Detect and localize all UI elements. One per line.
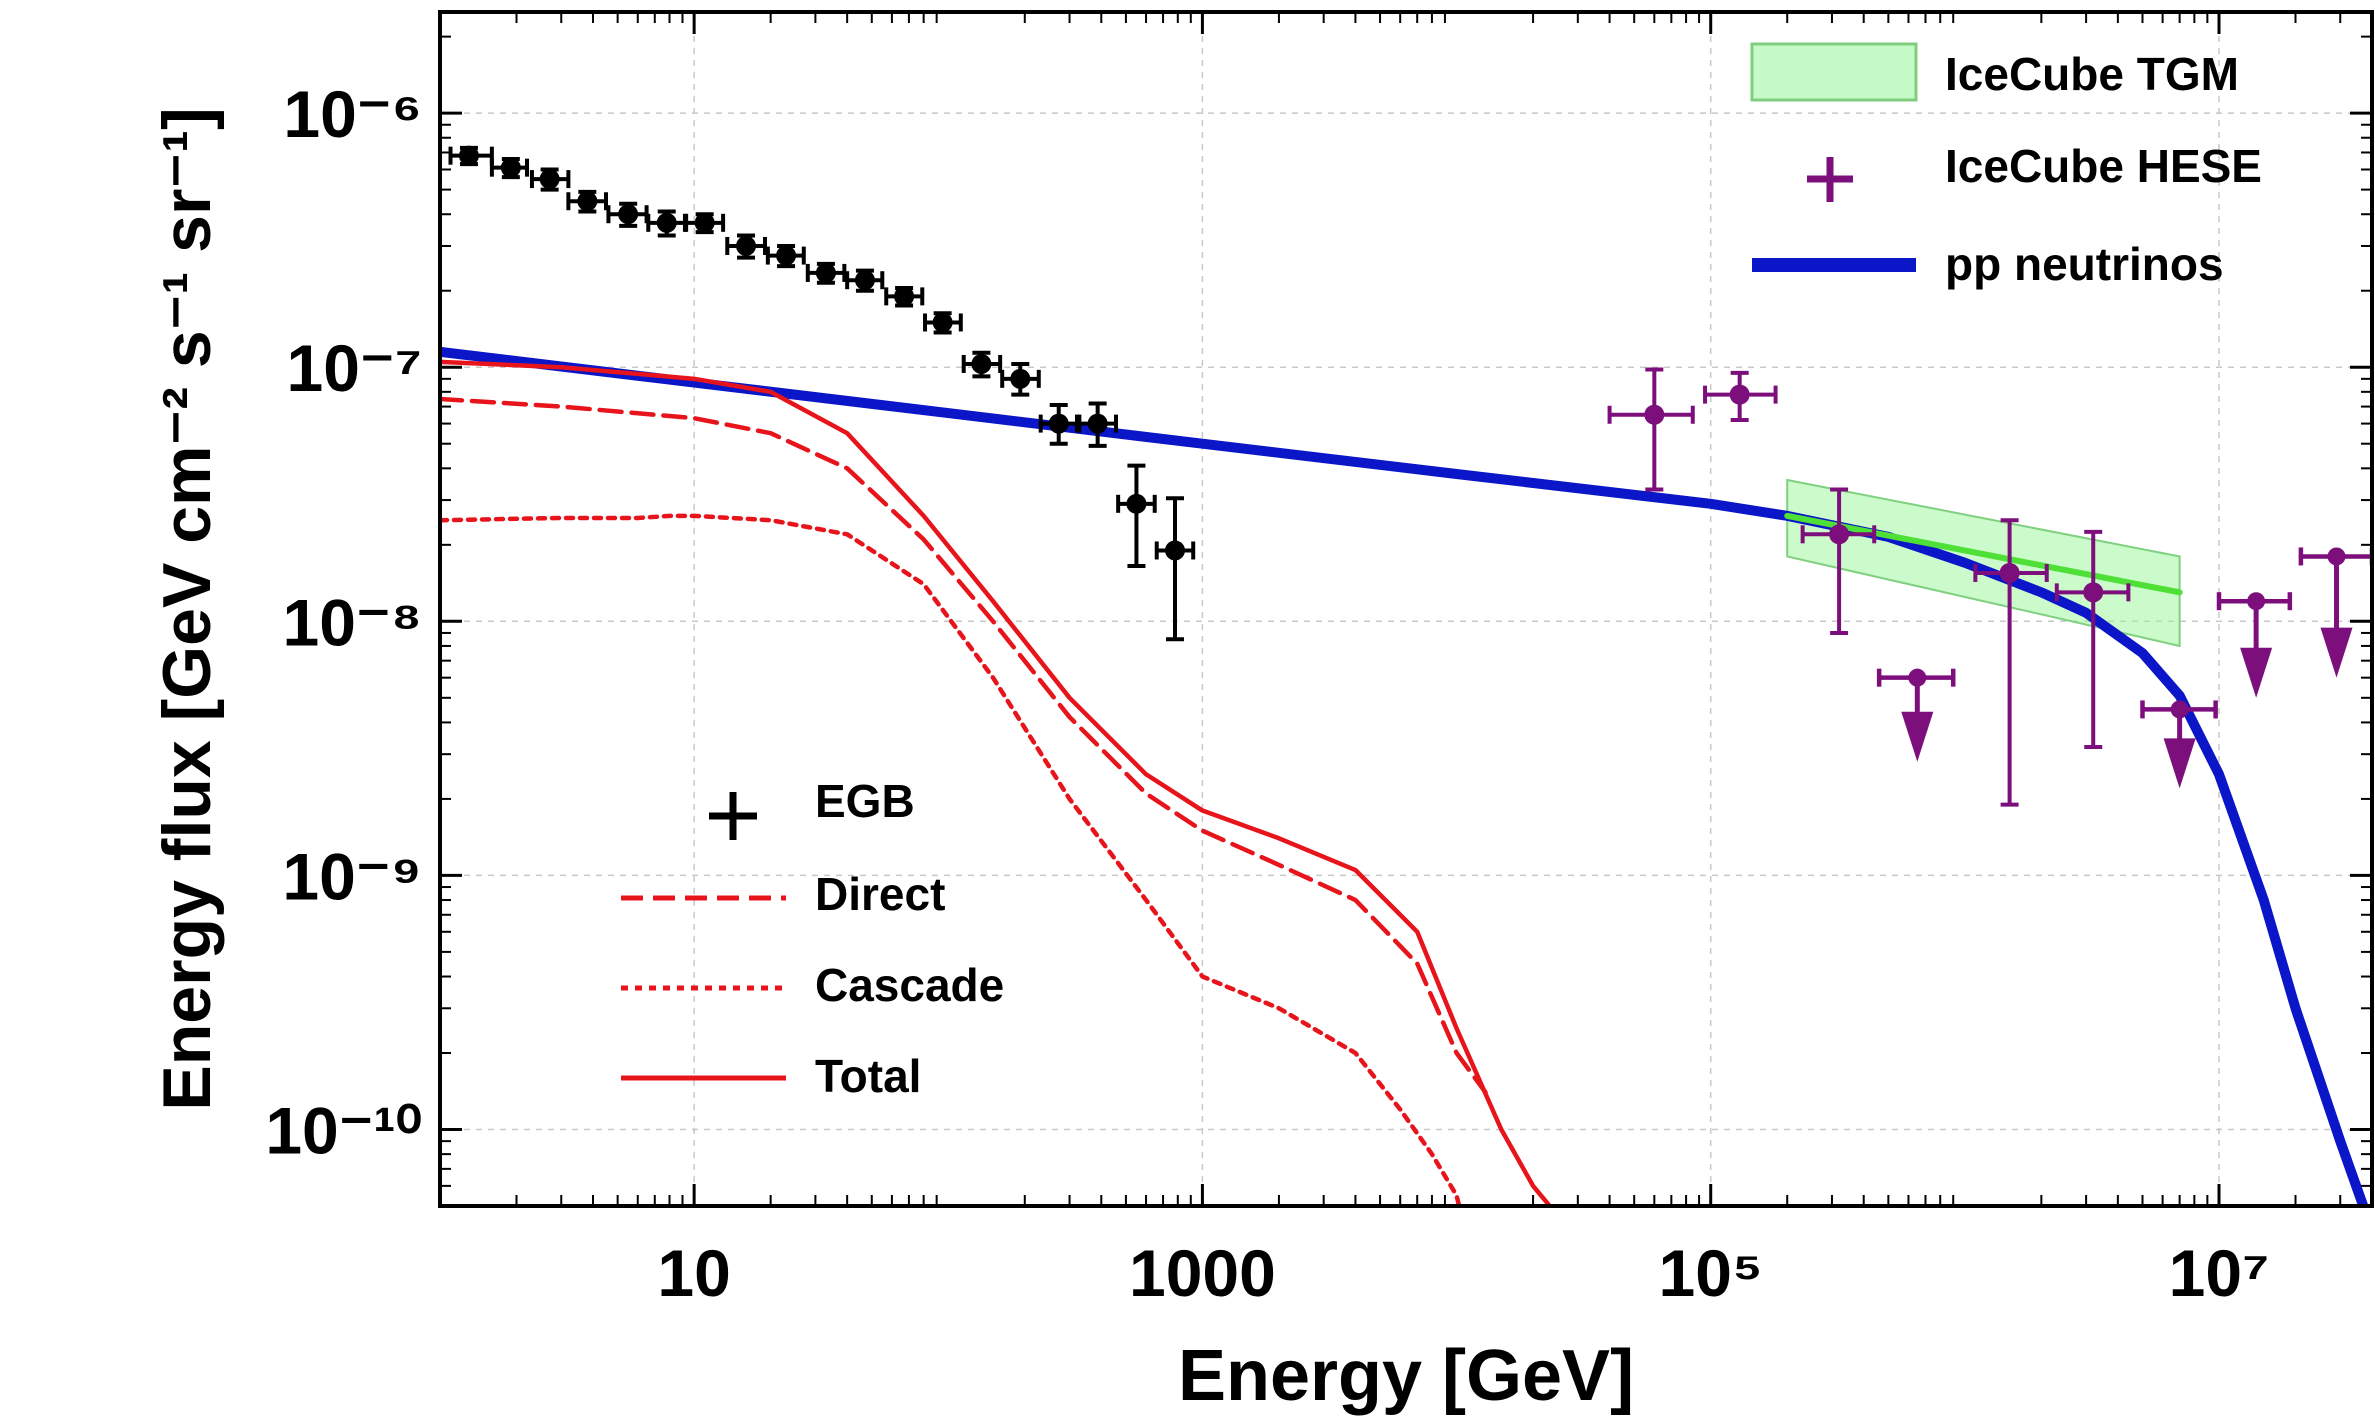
legend-pp-label: pp neutrinos bbox=[1945, 238, 2224, 290]
hese-marker bbox=[1999, 562, 2020, 583]
egb-marker bbox=[815, 262, 836, 283]
y-tick-label: 10⁻¹⁰ bbox=[265, 1094, 422, 1168]
legend-hese-marker bbox=[1807, 157, 1853, 202]
upper-limit-arrowhead bbox=[2163, 738, 2196, 789]
egb-errorbar-point bbox=[1116, 463, 1157, 569]
axis-ticks bbox=[440, 12, 2372, 1206]
hese-marker bbox=[1644, 404, 1665, 425]
legend-egb-marker bbox=[709, 792, 757, 840]
hese-upper-limit bbox=[2140, 700, 2218, 789]
egb-errorbar-point bbox=[529, 167, 571, 192]
legend-hese-label: IceCube HESE bbox=[1945, 140, 2262, 192]
egb-errorbar-point bbox=[805, 261, 847, 285]
hese-errorbar-point bbox=[2054, 529, 2131, 750]
egb-marker bbox=[1165, 540, 1186, 561]
egb-marker bbox=[854, 270, 875, 291]
legend-direct-label: Direct bbox=[815, 868, 945, 920]
grid bbox=[440, 12, 2372, 1206]
legend-egb-label: EGB bbox=[815, 775, 915, 827]
series-line-cascade bbox=[440, 513, 1462, 1206]
x-tick-label: 10 bbox=[657, 1236, 730, 1310]
errorbar-layer bbox=[448, 145, 2131, 807]
hese-upper-limit bbox=[2216, 592, 2293, 698]
x-tick-label: 10⁵ bbox=[1658, 1236, 1762, 1310]
x-tick-label: 1000 bbox=[1129, 1236, 1276, 1310]
upper-limit-arrowhead bbox=[2240, 647, 2273, 698]
egb-marker bbox=[539, 169, 560, 190]
egb-marker bbox=[694, 212, 715, 233]
egb-marker bbox=[1010, 368, 1031, 389]
series-line-total bbox=[440, 359, 1553, 1206]
egb-errorbar-point bbox=[1000, 361, 1041, 397]
upper-limit-marker bbox=[2170, 700, 2189, 719]
hese-marker bbox=[1729, 384, 1750, 405]
egb-errorbar-point bbox=[489, 156, 530, 180]
egb-errorbar-point bbox=[845, 268, 885, 293]
y-tick-label: 10⁻⁷ bbox=[287, 331, 422, 405]
hese-errorbar-point bbox=[1800, 487, 1877, 635]
hese-upper-limit bbox=[2298, 547, 2372, 678]
y-axis-label: Energy flux [GeV cm⁻² s⁻¹ sr⁻¹] bbox=[149, 107, 225, 1110]
egb-marker bbox=[577, 191, 598, 212]
upper-limit-marker bbox=[2247, 592, 2266, 611]
egb-errorbar-point bbox=[1077, 401, 1118, 448]
x-tick-label: 10⁷ bbox=[2169, 1236, 2270, 1310]
egb-marker bbox=[1048, 413, 1069, 434]
legend-tgm-label: IceCube TGM bbox=[1945, 48, 2239, 100]
upper-limit-arrowhead bbox=[2320, 627, 2353, 678]
egb-marker bbox=[656, 212, 677, 233]
legend-bottom-left: EGB Direct Cascade Total bbox=[621, 775, 1004, 1102]
y-tick-label: 10⁻⁶ bbox=[283, 77, 422, 151]
egb-marker bbox=[736, 235, 757, 256]
y-tick-label: 10⁻⁸ bbox=[283, 585, 422, 659]
egb-errorbar-point bbox=[448, 145, 494, 167]
egb-errorbar-point bbox=[1154, 496, 1196, 642]
egb-marker bbox=[618, 204, 639, 225]
egb-errorbar-point bbox=[606, 201, 649, 228]
series-line-tgm bbox=[1784, 512, 2183, 596]
egb-errorbar-point bbox=[961, 350, 1003, 379]
egb-marker bbox=[776, 245, 797, 266]
egb-errorbar-point bbox=[884, 285, 925, 308]
hese-upper-limit bbox=[1876, 668, 1956, 762]
hese-marker bbox=[2083, 582, 2104, 603]
egb-errorbar-point bbox=[725, 233, 767, 260]
egb-marker bbox=[971, 353, 992, 374]
legend-tgm-swatch bbox=[1750, 42, 1918, 102]
egb-marker bbox=[1126, 493, 1147, 514]
egb-marker bbox=[1087, 413, 1108, 434]
x-axis-label: Energy [GeV] bbox=[1178, 1336, 1634, 1416]
hese-errorbar-point bbox=[1973, 518, 2049, 807]
egb-marker bbox=[894, 286, 915, 307]
legend-total-label: Total bbox=[815, 1050, 921, 1102]
hese-errorbar-point bbox=[1703, 370, 1778, 422]
x-tick-labels: 10 1000 10⁵ 10⁷ bbox=[657, 1236, 2269, 1310]
upper-limit-marker bbox=[1908, 668, 1927, 687]
y-tick-label: 10⁻⁹ bbox=[282, 839, 422, 913]
legend-top-right: IceCube TGM IceCube HESE pp neutrinos bbox=[1750, 42, 2262, 290]
egb-marker bbox=[458, 145, 479, 166]
tgm-band-layer bbox=[1786, 478, 2181, 648]
plot-frame bbox=[438, 10, 2374, 1208]
hese-marker bbox=[1829, 524, 1850, 545]
egb-marker bbox=[500, 157, 521, 178]
egb-errorbar-point bbox=[765, 243, 806, 269]
legend-cascade-label: Cascade bbox=[815, 959, 1004, 1011]
egb-marker bbox=[932, 312, 953, 333]
egb-errorbar-point bbox=[684, 212, 726, 235]
series-line-direct bbox=[440, 396, 1488, 1095]
egb-errorbar-point bbox=[566, 189, 609, 214]
upper-limit-layer bbox=[1876, 547, 2372, 789]
egb-errorbar-point bbox=[1038, 403, 1080, 446]
upper-limit-arrowhead bbox=[1901, 711, 1934, 762]
upper-limit-marker bbox=[2327, 547, 2346, 566]
egb-errorbar-point bbox=[923, 311, 963, 335]
hese-errorbar-point bbox=[1607, 367, 1695, 492]
tgm-band bbox=[1786, 478, 2181, 648]
y-tick-labels: 10⁻⁶ 10⁻⁷ 10⁻⁸ 10⁻⁹ 10⁻¹⁰ bbox=[265, 77, 422, 1167]
